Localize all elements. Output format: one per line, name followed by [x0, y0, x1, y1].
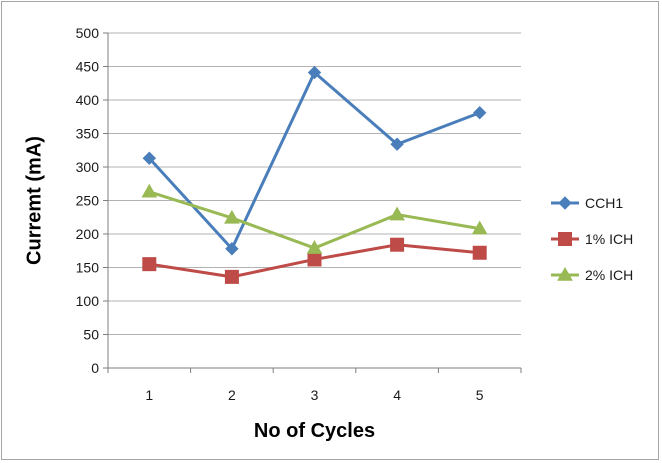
series-3	[141, 183, 488, 254]
data-point	[306, 240, 323, 254]
legend-marker	[558, 196, 572, 210]
legend-label: 2% ICH	[585, 267, 633, 283]
x-tick-label: 2	[228, 387, 236, 403]
data-point	[389, 206, 405, 221]
y-axis-title: Curremt (mA)	[23, 136, 45, 265]
y-tick-label: 0	[91, 360, 99, 376]
y-tick-label: 450	[76, 59, 100, 75]
legend-marker	[558, 232, 572, 246]
data-point	[142, 151, 157, 165]
series-1	[142, 65, 487, 256]
data-point	[225, 242, 239, 256]
data-point	[142, 257, 157, 272]
y-tick-label: 150	[76, 260, 100, 276]
data-point	[390, 237, 405, 252]
data-point	[472, 106, 487, 120]
x-tick-label: 5	[476, 387, 484, 403]
y-tick-label: 400	[76, 92, 100, 108]
data-point	[472, 245, 487, 260]
y-tick-label: 250	[76, 193, 100, 209]
y-tick-label: 350	[76, 126, 100, 142]
x-axis-title: No of Cycles	[254, 420, 375, 442]
x-tick-label: 3	[311, 387, 319, 403]
data-point	[471, 220, 488, 235]
legend-marker	[557, 266, 573, 281]
legend-item: CCH1	[551, 195, 623, 211]
x-tick-label: 1	[145, 387, 153, 403]
data-point	[307, 252, 322, 267]
data-point	[224, 209, 240, 224]
data-point	[390, 137, 404, 151]
data-point	[224, 269, 239, 284]
data-point	[307, 65, 322, 80]
y-tick-label: 200	[76, 226, 100, 242]
y-tick-label: 100	[76, 293, 100, 309]
data-point	[141, 183, 158, 198]
y-tick-label: 300	[76, 159, 100, 175]
x-tick-label: 4	[393, 387, 401, 403]
legend-label: 1% ICH	[585, 231, 633, 247]
series-line	[148, 71, 481, 251]
y-tick-label: 500	[76, 25, 100, 41]
series-2	[142, 237, 487, 284]
y-tick-label: 50	[83, 327, 99, 343]
axes: 0 50 100 150 200 250 300 350 400 450 500 1 2 3 4 5	[76, 25, 522, 403]
series-lines	[141, 65, 488, 284]
legend-item: 2% ICH	[551, 266, 633, 283]
legend-item: 1% ICH	[551, 231, 633, 247]
legend: CCH1 1% ICH 2% ICH	[551, 195, 633, 283]
legend-label: CCH1	[585, 195, 623, 211]
